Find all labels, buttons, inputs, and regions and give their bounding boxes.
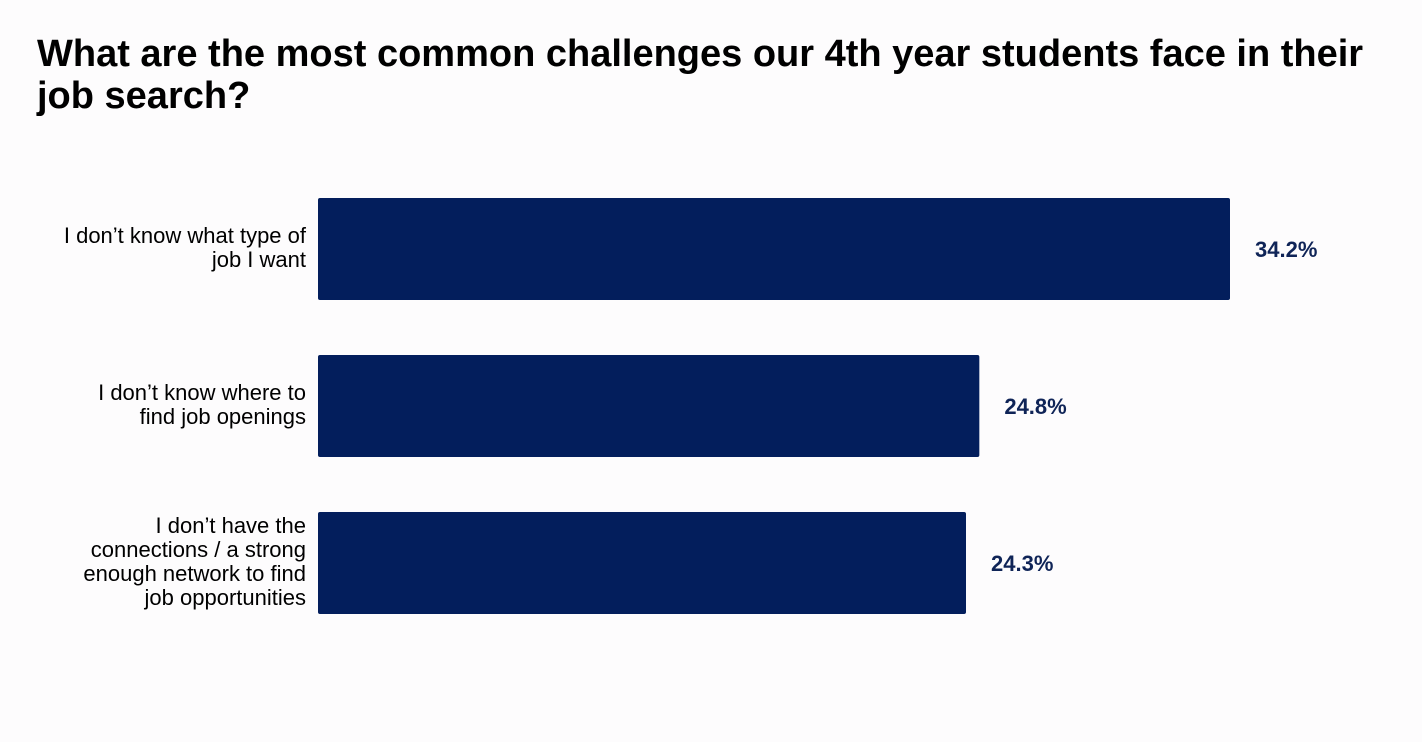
value-label-2: 24.8%: [1004, 394, 1066, 419]
category-label-line: connections / a strong: [91, 537, 306, 562]
category-label-line: job I want: [211, 247, 306, 272]
bars-layer: [318, 198, 1230, 614]
bar-2: [318, 355, 980, 457]
chart-title: What are the most common challenges our …: [37, 33, 1364, 117]
category-label-3: I don’t have the connections / a strong en…: [83, 513, 306, 610]
bar-1: [318, 198, 1230, 300]
value-label-1: 34.2%: [1255, 237, 1317, 262]
value-label-3: 24.3%: [991, 551, 1053, 576]
category-label-line: enough network to find: [83, 561, 306, 586]
bar-3: [318, 512, 966, 614]
category-label-line: I don’t know what type of: [64, 223, 307, 248]
category-label-line: find job openings: [140, 404, 306, 429]
category-label-line: I don’t know where to: [98, 380, 306, 405]
category-label-1: I don’t know what type of job I want: [64, 223, 307, 272]
category-label-2: I don’t know where to find job openings: [98, 380, 306, 429]
labels-layer: 34.2% I don’t know what type of job I want…: [64, 223, 1318, 610]
category-label-line: job opportunities: [144, 585, 306, 610]
category-label-line: I don’t have the: [156, 513, 306, 538]
